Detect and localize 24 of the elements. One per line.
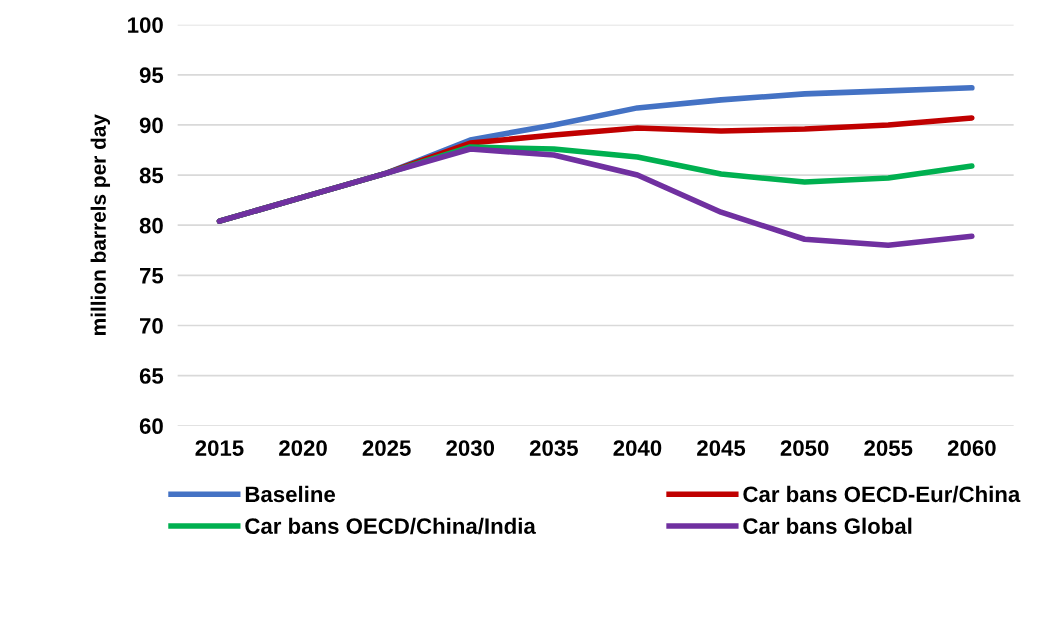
y-tick-label: 60	[139, 418, 163, 434]
x-tick-label: 2045	[697, 440, 746, 456]
y-tick-label: 65	[139, 368, 164, 384]
legend-label: Car bans OECD/China/India	[245, 517, 536, 535]
y-axis-title: million barrels per day	[90, 114, 111, 335]
y-tick-label: 70	[140, 318, 163, 334]
legend-label: Baseline	[245, 485, 336, 503]
x-tick-label: 2030	[446, 440, 495, 456]
y-tick-label: 90	[139, 117, 163, 134]
x-tick-label: 2060	[947, 440, 996, 456]
x-tick-label: 2015	[195, 440, 244, 456]
y-tick-label: 85	[139, 167, 164, 184]
legend-label: Car bans OECD-Eur/China	[743, 485, 1021, 503]
x-tick-label: 2025	[362, 440, 411, 456]
x-tick-label: 2035	[529, 440, 578, 456]
legend-label: Car bans Global	[743, 517, 912, 534]
y-tick-label: 75	[140, 268, 164, 284]
y-tick-label: 80	[139, 217, 163, 234]
x-tick-label: 2020	[279, 440, 327, 456]
x-tick-label: 2040	[613, 440, 662, 456]
y-tick-label: 100	[128, 17, 163, 33]
y-tick-label: 95	[139, 67, 164, 84]
x-tick-label: 2055	[864, 440, 913, 456]
x-tick-label: 2050	[780, 440, 829, 456]
